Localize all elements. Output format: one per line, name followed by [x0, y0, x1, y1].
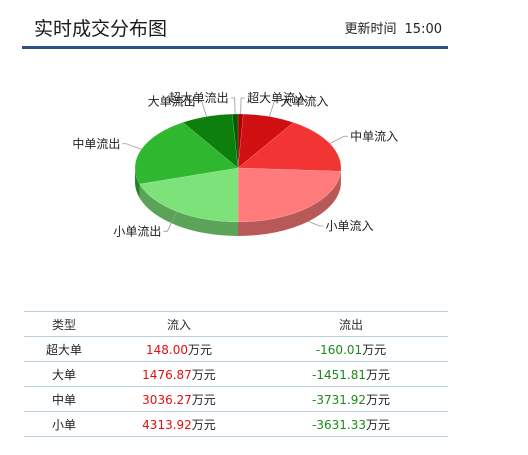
update-label: 更新时间 — [344, 22, 397, 37]
row-outflow: -160.01万元 — [254, 336, 448, 362]
update-time-info: 更新时间 15:00 — [345, 18, 442, 37]
table-row: 超大单 148.00万元 -160.01万元 — [24, 336, 448, 362]
outflow-value: -3731.92 — [312, 392, 366, 407]
pie-slice-4 — [237, 167, 342, 223]
outflow-unit: 万元 — [365, 417, 390, 432]
row-inflow: 1476.87万元 — [104, 361, 254, 387]
update-time: 15:00 — [404, 22, 442, 37]
table-row: 中单 3036.27万元 -3731.92万元 — [24, 386, 448, 412]
pie-label-5: 小单流出 — [113, 224, 161, 238]
chart-header: 实时成交分布图 更新时间 15:00 — [22, 8, 448, 49]
row-type: 超大单 — [24, 336, 104, 362]
pie-label-4: 小单流入 — [326, 219, 374, 233]
inflow-value: 4313.92 — [142, 417, 192, 432]
inflow-unit: 万元 — [187, 342, 212, 357]
outflow-value: -160.01 — [315, 342, 363, 357]
row-type: 中单 — [24, 386, 104, 412]
inflow-unit: 万元 — [191, 392, 216, 407]
inflow-value: 1476.87 — [142, 367, 192, 382]
pie-side-4 — [238, 171, 341, 236]
pie-side-5 — [139, 183, 239, 236]
outflow-unit: 万元 — [362, 342, 387, 357]
table-header-row: 类型 流入 流出 — [24, 311, 448, 337]
outflow-value: -3631.33 — [312, 417, 366, 432]
row-outflow: -3631.33万元 — [254, 411, 448, 437]
row-type: 大单 — [24, 361, 104, 387]
pie-label-6: 中单流出 — [72, 136, 120, 151]
inflow-unit: 万元 — [191, 417, 216, 432]
row-outflow: -3731.92万元 — [254, 386, 448, 412]
pie-label-3: 中单流入 — [350, 128, 398, 143]
row-inflow: 4313.92万元 — [104, 411, 254, 437]
outflow-value: -1451.81 — [312, 367, 366, 382]
table-row: 大单 1476.87万元 -1451.81万元 — [24, 361, 448, 387]
pie-label-7: 大单流出 — [148, 94, 196, 108]
header-type: 类型 — [24, 311, 104, 337]
pie-slice-3 — [237, 122, 342, 172]
pie-slice-2 — [237, 113, 294, 169]
row-inflow: 3036.27万元 — [104, 386, 254, 412]
pie-leader-8 — [230, 97, 236, 115]
outflow-unit: 万元 — [365, 367, 390, 382]
pie-label-1: 超大单流入 — [247, 90, 307, 105]
header-outflow: 流出 — [254, 311, 448, 337]
pie-label-2: 大单流入 — [280, 94, 328, 108]
pie-leader-3 — [329, 135, 349, 144]
outflow-unit: 万元 — [365, 392, 390, 407]
row-inflow: 148.00万元 — [104, 336, 254, 362]
pie-side-6 — [135, 168, 140, 198]
row-outflow: -1451.81万元 — [254, 361, 448, 387]
pie-leader-4 — [308, 220, 324, 227]
pie-leader-2 — [269, 100, 279, 117]
inflow-value: 3036.27 — [142, 392, 192, 407]
pie-side-walls — [135, 168, 341, 236]
pie-leader-7 — [197, 100, 207, 117]
inflow-value: 148.00 — [145, 342, 188, 357]
pie-label-8: 超大单流出 — [169, 90, 229, 105]
pie-leader-5 — [163, 211, 178, 232]
page-title: 实时成交分布图 — [34, 18, 168, 40]
pie-slice-8 — [231, 113, 239, 169]
pie-leader-6 — [122, 143, 142, 150]
row-type: 小单 — [24, 411, 104, 437]
header-inflow: 流入 — [104, 311, 254, 337]
table-row: 小单 4313.92万元 -3631.33万元 — [24, 411, 448, 437]
inflow-unit: 万元 — [191, 367, 216, 382]
pie-leader-1 — [240, 97, 246, 115]
pie-slice-7 — [182, 113, 239, 169]
flow-table: 类型 流入 流出 超大单 148.00万元 -160.01万元 大单 1476.… — [24, 311, 448, 437]
